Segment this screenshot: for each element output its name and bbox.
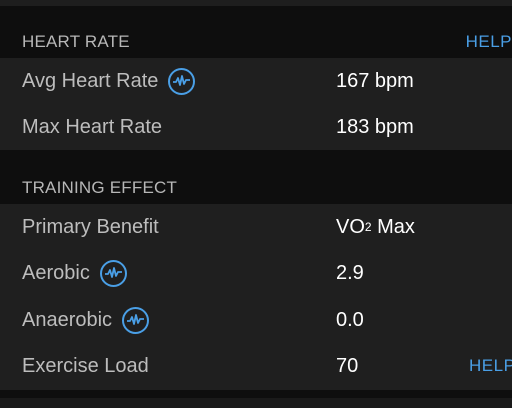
aerobic-row: Aerobic 2.9 <box>0 250 512 296</box>
heart-rate-pulse-icon[interactable] <box>168 67 196 95</box>
aerobic-label: Aerobic <box>22 261 90 284</box>
exercise-load-label: Exercise Load <box>22 354 149 377</box>
avg-heart-rate-label-group: Avg Heart Rate <box>22 58 196 104</box>
aerobic-pulse-icon[interactable] <box>99 259 127 287</box>
max-heart-rate-value: 183 bpm <box>336 115 414 138</box>
exercise-load-help-wrap: HELP <box>469 343 512 389</box>
avg-heart-rate-value: 167 bpm <box>336 69 414 92</box>
max-heart-rate-row: Max Heart Rate 183 bpm <box>0 104 512 150</box>
heart-rate-section-header: HEART RATE HELP <box>0 19 512 65</box>
aerobic-label-group: Aerobic <box>22 250 127 296</box>
training-effect-section-title: TRAINING EFFECT <box>22 178 178 197</box>
exercise-load-help-link[interactable]: HELP <box>469 356 512 375</box>
max-heart-rate-label: Max Heart Rate <box>22 115 163 138</box>
exercise-load-row: Exercise Load 70 HELP <box>0 343 512 389</box>
heart-rate-panel: Avg Heart Rate 167 bpm Max Heart Rate 18… <box>0 58 512 150</box>
avg-heart-rate-row: Avg Heart Rate 167 bpm <box>0 58 512 104</box>
training-effect-panel: Primary Benefit VO 2 Max Aerobic 2.9 Anae… <box>0 204 512 390</box>
bottom-divider <box>0 398 512 408</box>
heart-rate-help-link[interactable]: HELP <box>465 32 512 51</box>
aerobic-value: 2.9 <box>336 261 364 284</box>
avg-heart-rate-label: Avg Heart Rate <box>22 69 159 92</box>
primary-benefit-value-main: VO <box>336 215 365 238</box>
anaerobic-row: Anaerobic 0.0 <box>0 297 512 343</box>
primary-benefit-value: VO 2 Max <box>336 204 415 250</box>
primary-benefit-row: Primary Benefit VO 2 Max <box>0 204 512 250</box>
heart-rate-section-title: HEART RATE <box>22 32 130 51</box>
anaerobic-label: Anaerobic <box>22 308 113 331</box>
anaerobic-value: 0.0 <box>336 308 364 331</box>
primary-benefit-label: Primary Benefit <box>22 215 159 238</box>
exercise-load-value: 70 <box>336 354 359 377</box>
anaerobic-pulse-icon[interactable] <box>122 306 150 334</box>
top-divider <box>0 0 512 6</box>
primary-benefit-value-tail: Max <box>371 215 415 238</box>
anaerobic-label-group: Anaerobic <box>22 297 150 343</box>
training-effect-section-header: TRAINING EFFECT <box>0 165 512 211</box>
primary-benefit-value-subscript: 2 <box>364 220 372 234</box>
